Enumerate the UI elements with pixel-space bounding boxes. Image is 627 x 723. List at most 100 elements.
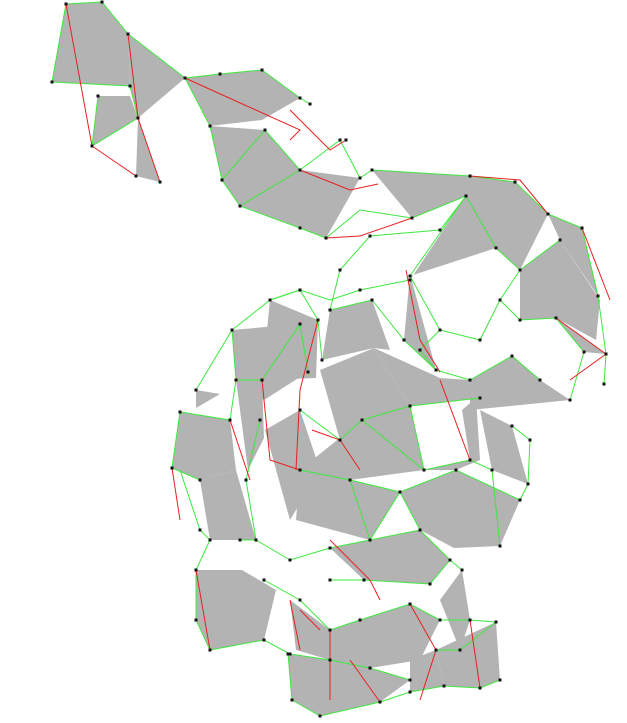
mesh-face	[128, 34, 185, 118]
mesh-vertex	[460, 568, 464, 572]
mesh-edge-red	[184, 77, 301, 141]
mesh-face	[410, 650, 444, 692]
mesh-vertex	[198, 478, 202, 482]
mesh-vertex	[258, 418, 262, 422]
mesh-face	[372, 170, 548, 270]
mesh-edge-green	[439, 269, 521, 341]
mesh-vertex	[458, 648, 462, 652]
mesh-vertex	[546, 212, 550, 216]
mesh-vertex	[100, 0, 104, 4]
mesh-vertex	[596, 294, 600, 298]
mesh-face	[210, 126, 300, 206]
mesh-edge-red	[329, 539, 381, 601]
mesh-face	[374, 348, 480, 406]
mesh-face	[400, 470, 520, 548]
mesh-face	[470, 356, 570, 410]
mesh-vertex	[602, 382, 606, 386]
mesh-vertex	[338, 268, 342, 272]
mesh-vertex	[298, 322, 302, 326]
mesh-vertex	[348, 478, 352, 482]
mesh-face	[300, 406, 424, 480]
mesh-vertex	[298, 598, 302, 602]
mesh-edge-red	[195, 569, 211, 651]
mesh-vertex	[490, 468, 494, 472]
mesh-vertex	[510, 354, 514, 358]
mesh-vertex	[408, 690, 412, 694]
mesh-vertex	[286, 652, 290, 656]
mesh-vertex	[298, 288, 302, 292]
mesh-vertex	[526, 482, 530, 486]
mesh-edge-green	[423, 459, 501, 547]
mesh-vertex	[494, 620, 498, 624]
mesh-vertex	[338, 438, 342, 442]
mesh-vertex	[263, 128, 267, 132]
mesh-face	[320, 348, 410, 440]
mesh-edge-red	[469, 619, 481, 689]
mesh-vertex	[454, 468, 458, 472]
mesh-vertex	[328, 546, 332, 550]
mesh-vertex	[194, 388, 198, 392]
mesh-edge-red	[229, 419, 251, 481]
mesh-vertex	[408, 404, 412, 408]
mesh-edge-green	[179, 469, 211, 651]
mesh-vertex	[298, 96, 302, 100]
mesh-edge-green	[299, 425, 531, 501]
mesh-vertex	[513, 180, 517, 184]
mesh-vertex	[538, 378, 542, 382]
mesh-vertex	[358, 618, 362, 622]
mesh-vertex	[298, 226, 302, 230]
mesh-edge-red	[289, 109, 347, 151]
mesh-vertex	[448, 558, 452, 562]
mesh-vertex	[268, 298, 272, 302]
mesh-vertex	[558, 238, 562, 242]
mesh-vertex	[582, 350, 586, 354]
mesh-face	[410, 196, 496, 280]
mesh-edge-green	[287, 653, 293, 701]
mesh-vertex	[418, 528, 422, 532]
mesh-vertex	[528, 438, 532, 442]
mesh-vertex	[434, 648, 438, 652]
mesh-vertex	[434, 368, 438, 372]
mesh-vertex	[568, 398, 572, 402]
mesh-vertex	[518, 268, 522, 272]
mesh-vertex	[428, 582, 432, 586]
mesh-faces	[52, 2, 606, 716]
mesh-vertex	[262, 638, 266, 642]
mesh-vertex	[238, 538, 242, 542]
mesh-edge-green	[349, 479, 421, 542]
mesh-vertex	[234, 378, 238, 382]
mesh-edge-green	[299, 139, 373, 179]
mesh-vertex	[398, 490, 402, 494]
mesh-vertex	[288, 652, 292, 656]
mesh-vertex	[494, 246, 498, 250]
mesh-vertex	[218, 72, 222, 76]
mesh-vertex	[298, 408, 302, 412]
mesh-vertex	[50, 80, 54, 84]
mesh-vertex	[198, 528, 202, 532]
mesh-vertex	[370, 298, 374, 302]
mesh-vertex	[498, 678, 502, 682]
mesh-vertex	[228, 418, 232, 422]
mesh-face	[172, 412, 236, 480]
mesh-face	[296, 470, 400, 540]
mesh-vertex	[244, 478, 248, 482]
mesh-vertex	[208, 124, 212, 128]
mesh-vertex	[408, 678, 412, 682]
mesh-vertex	[362, 578, 366, 582]
mesh-vertex	[378, 700, 382, 704]
mesh-edge-green	[221, 129, 301, 207]
mesh-vertex	[344, 138, 348, 142]
mesh-vertex	[90, 144, 94, 148]
mesh-vertex	[328, 578, 332, 582]
mesh-face	[330, 530, 450, 584]
mesh-vertex	[208, 648, 212, 652]
mesh-edge-red	[405, 269, 441, 373]
mesh-vertex	[183, 76, 187, 80]
mesh-vertex	[178, 410, 182, 414]
mesh-vertex	[318, 714, 322, 718]
mesh-vertex	[316, 318, 320, 322]
mesh-face	[52, 2, 130, 86]
mesh-face	[185, 70, 300, 126]
mesh-face	[424, 398, 480, 470]
